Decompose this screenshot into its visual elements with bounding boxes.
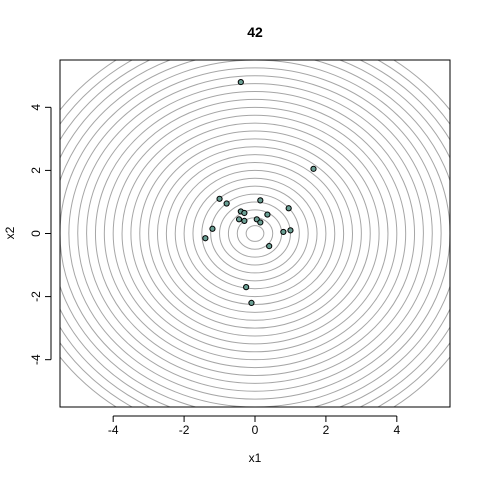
data-point xyxy=(235,216,243,223)
y-tick-label: 4 xyxy=(29,104,43,111)
contour-line xyxy=(60,60,450,407)
y-axis: -4 -2 0 2 4 xyxy=(29,104,52,365)
x-tick-label: 0 xyxy=(252,423,259,437)
data-point xyxy=(310,165,317,172)
data-point xyxy=(237,78,244,86)
contour-line xyxy=(139,130,371,337)
data-point xyxy=(287,227,294,234)
plot-frame xyxy=(59,59,451,408)
data-point xyxy=(280,228,287,236)
contour-line xyxy=(121,114,389,353)
x-tick-label: -2 xyxy=(179,423,190,437)
x-tick-label: 2 xyxy=(323,423,330,437)
contour-line xyxy=(192,177,318,290)
contour-line xyxy=(148,138,362,329)
contour-line xyxy=(183,169,327,298)
contour-line xyxy=(165,154,345,313)
contour-line xyxy=(60,60,450,407)
data-point xyxy=(243,284,250,291)
contour-line xyxy=(210,193,300,274)
contour-line xyxy=(174,162,336,305)
data-point xyxy=(285,205,292,212)
contour-line xyxy=(68,67,442,400)
contour-line xyxy=(60,60,450,407)
x-tick-label: -4 xyxy=(108,423,119,437)
data-point xyxy=(264,211,271,218)
contour-line xyxy=(103,98,407,369)
data-point xyxy=(216,195,223,202)
contour-line xyxy=(60,60,450,407)
contour-line xyxy=(201,185,309,282)
contour-line xyxy=(94,91,416,376)
contour-line xyxy=(60,60,450,407)
x-axis: -4 -2 0 2 4 xyxy=(108,415,400,437)
y-axis-label: x2 xyxy=(3,226,17,239)
x-axis-label: x1 xyxy=(249,451,262,465)
contour-line xyxy=(77,75,433,392)
x-tick-label: 4 xyxy=(393,423,400,437)
contour-line xyxy=(86,83,424,384)
data-point xyxy=(241,217,248,224)
contour-line xyxy=(60,60,450,407)
contour-line xyxy=(157,146,353,321)
data-points xyxy=(202,78,317,306)
data-point xyxy=(209,225,216,232)
data-point xyxy=(257,197,264,204)
data-point xyxy=(241,209,248,217)
data-point xyxy=(266,243,273,250)
y-tick-label: 0 xyxy=(29,230,43,237)
contour-lines xyxy=(60,60,450,407)
data-point xyxy=(202,235,209,242)
contour-line xyxy=(130,122,380,345)
y-tick-label: -2 xyxy=(29,291,43,302)
y-tick-label: -4 xyxy=(29,354,43,365)
data-point xyxy=(223,200,230,207)
y-tick-label: 2 xyxy=(29,167,43,174)
data-point xyxy=(257,219,264,226)
contour-line xyxy=(245,225,265,242)
contour-line xyxy=(112,106,398,361)
chart-title: 42 xyxy=(247,24,263,40)
data-point xyxy=(248,299,255,306)
contour-line xyxy=(219,201,291,266)
